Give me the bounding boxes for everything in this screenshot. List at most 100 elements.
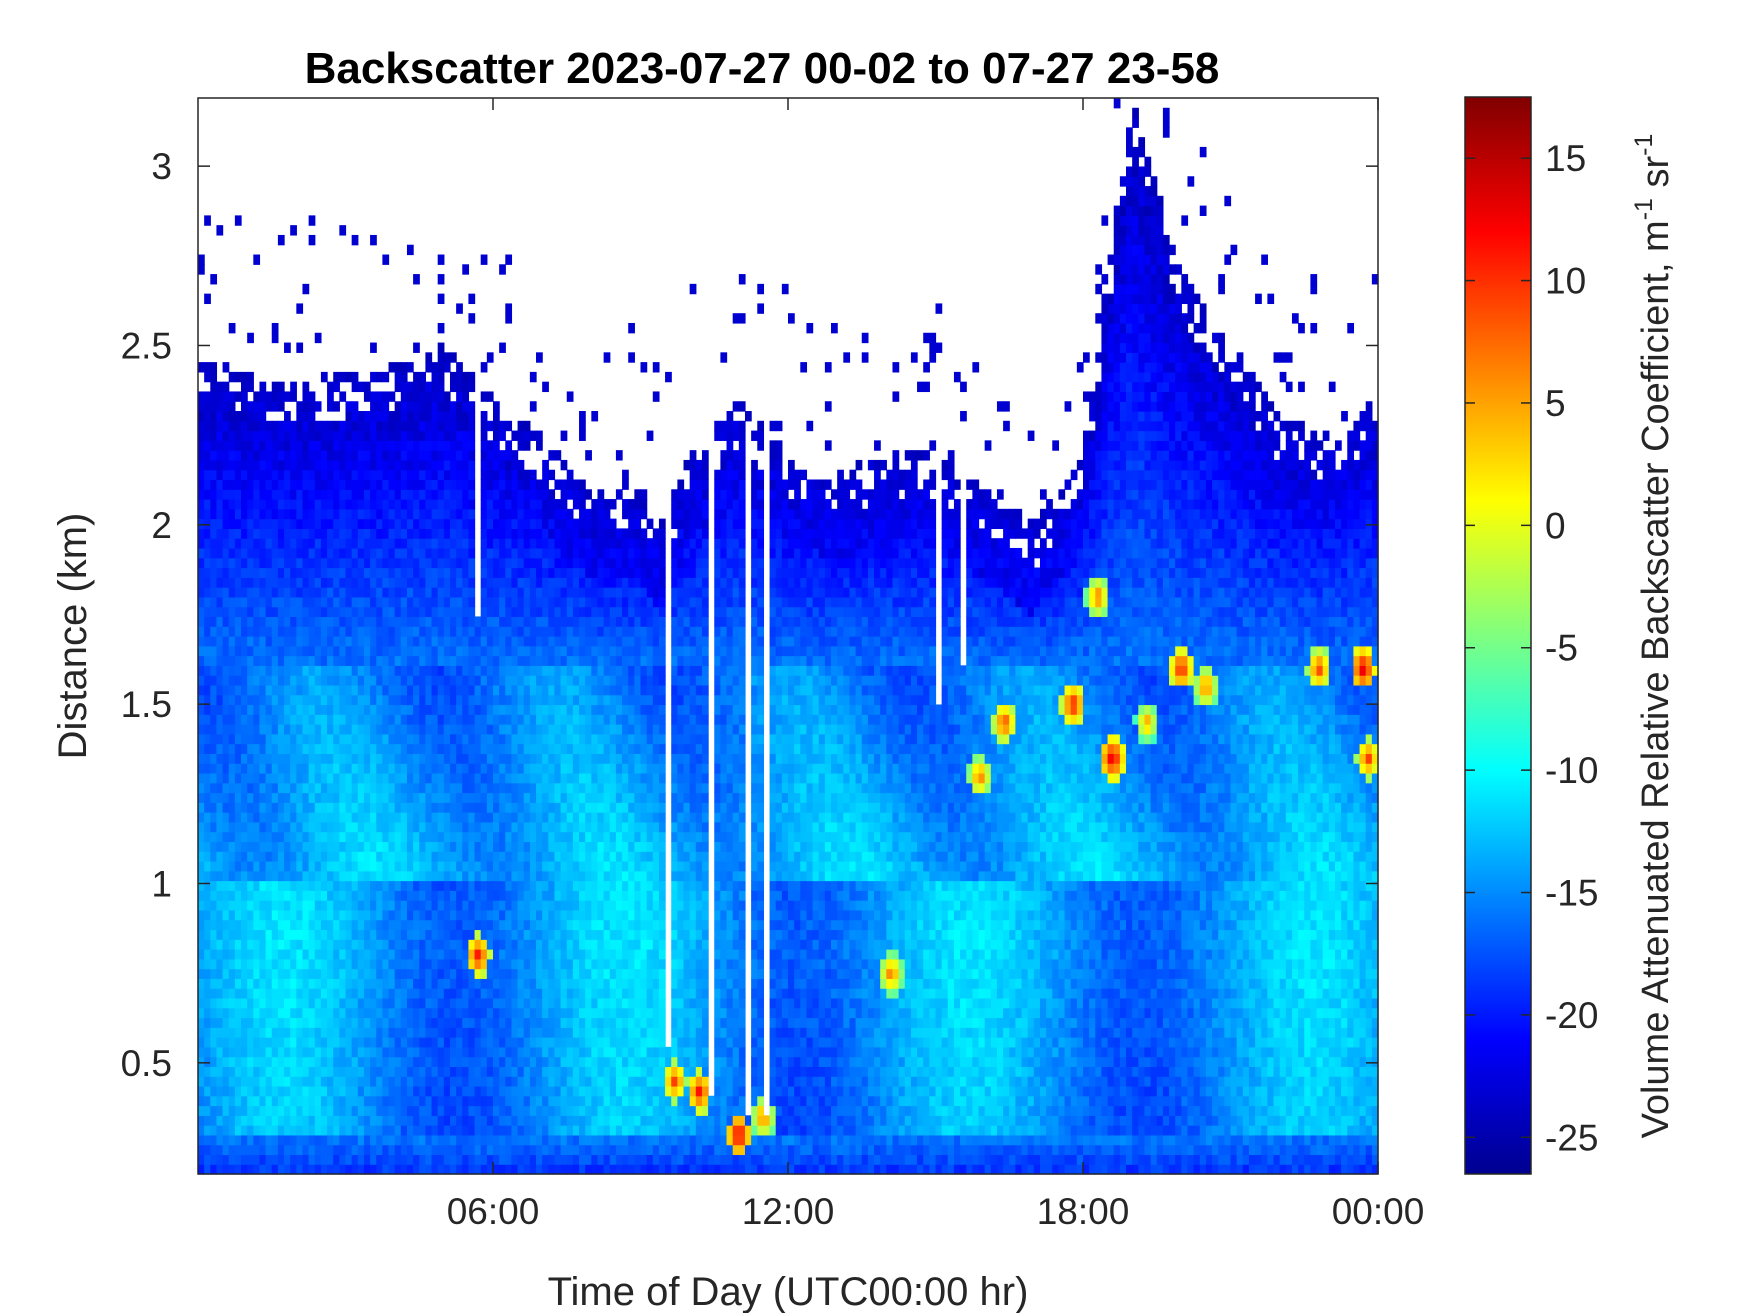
heatmap-cell	[542, 616, 549, 627]
heatmap-cell	[480, 479, 488, 490]
heatmap-cell	[284, 567, 291, 578]
heatmap-cell	[542, 851, 549, 862]
heatmap-cell	[493, 694, 500, 706]
heatmap-cell	[474, 782, 482, 794]
heatmap-cell	[419, 821, 426, 833]
heatmap-cell	[413, 1007, 420, 1019]
heatmap-cell	[560, 538, 568, 549]
heatmap-cell	[376, 870, 383, 882]
heatmap-cell	[198, 1056, 205, 1067]
heatmap-cell	[345, 978, 353, 989]
heatmap-cell	[357, 763, 365, 774]
heatmap-cell	[480, 547, 488, 559]
heatmap-cell	[388, 1056, 396, 1067]
heatmap-cell	[548, 1027, 556, 1038]
heatmap-cell	[443, 489, 451, 500]
heatmap-cell	[419, 636, 426, 647]
heatmap-cell	[542, 997, 549, 1009]
heatmap-cell	[437, 831, 445, 843]
heatmap-cell	[486, 450, 494, 461]
heatmap-cell	[474, 753, 482, 764]
heatmap-cell	[296, 704, 304, 715]
heatmap-cell	[529, 1105, 537, 1116]
heatmap-cell	[413, 1095, 420, 1107]
heatmap-cell	[198, 362, 205, 373]
heatmap-cell	[419, 997, 426, 1009]
heatmap-cell	[394, 841, 402, 852]
heatmap-cell	[308, 616, 316, 627]
heatmap-cell	[560, 606, 568, 618]
heatmap-cell	[382, 772, 390, 784]
heatmap-cell	[536, 802, 543, 813]
heatmap-cell	[222, 997, 230, 1009]
heatmap-cell	[394, 538, 402, 549]
heatmap-cell	[351, 978, 359, 989]
heatmap-cell	[370, 1085, 377, 1097]
heatmap-cell	[382, 1066, 390, 1077]
heatmap-cell	[271, 538, 279, 549]
heatmap-cell	[234, 724, 242, 735]
heatmap-cell	[345, 997, 353, 1009]
heatmap-cell	[284, 890, 291, 901]
heatmap-cell	[579, 704, 586, 715]
heatmap-cell	[357, 1134, 365, 1146]
heatmap-cell	[370, 714, 377, 725]
heatmap-cell	[468, 724, 476, 735]
heatmap-cell	[449, 1085, 457, 1097]
heatmap-cell	[388, 949, 396, 960]
heatmap-cell	[308, 753, 316, 764]
heatmap-cell	[443, 733, 451, 745]
heatmap-cell	[517, 1154, 525, 1165]
heatmap-cell	[339, 909, 347, 921]
heatmap-cell	[363, 792, 371, 803]
heatmap-cell	[198, 1164, 205, 1175]
heatmap-cell	[222, 675, 230, 686]
heatmap-cell	[566, 1007, 574, 1019]
heatmap-cell	[296, 508, 304, 520]
heatmap-cell	[277, 557, 285, 569]
heatmap-cell	[241, 1017, 248, 1028]
heatmap-cell	[572, 753, 580, 764]
heatmap-cell	[241, 1095, 248, 1107]
heatmap-cell	[284, 1105, 291, 1116]
heatmap-cell	[370, 1154, 377, 1165]
heatmap-cell	[511, 1095, 519, 1107]
heatmap-cell	[363, 538, 371, 549]
heatmap-cell	[247, 939, 254, 950]
heatmap-cell	[400, 616, 408, 627]
heatmap-cell	[437, 362, 445, 373]
heatmap-cell	[505, 684, 513, 696]
heatmap-cell	[198, 479, 205, 490]
heatmap-cell	[517, 900, 525, 911]
heatmap-cell	[222, 411, 230, 422]
heatmap-cell	[499, 508, 506, 520]
heatmap-cell	[529, 1017, 537, 1028]
heatmap-cell	[388, 616, 396, 627]
heatmap-cell	[579, 1027, 586, 1038]
heatmap-cell	[394, 919, 402, 931]
heatmap-cell	[259, 469, 267, 481]
heatmap-cell	[493, 645, 500, 657]
heatmap-cell	[449, 479, 457, 490]
heatmap-cell	[370, 528, 377, 539]
heatmap-cell	[290, 1066, 297, 1077]
heatmap-cell	[542, 1037, 549, 1048]
heatmap-cell	[253, 851, 261, 862]
heatmap-cell	[333, 508, 340, 520]
heatmap-cell	[493, 1046, 500, 1058]
heatmap-cell	[449, 489, 457, 500]
heatmap-cell	[290, 557, 297, 569]
heatmap-cell	[480, 1066, 488, 1077]
heatmap-cell	[499, 841, 506, 852]
heatmap-cell	[449, 724, 457, 735]
heatmap-cell	[314, 479, 322, 490]
heatmap-cell	[198, 606, 205, 618]
heatmap-cell	[376, 1115, 383, 1126]
heatmap-cell	[449, 1076, 457, 1087]
heatmap-cell	[228, 919, 236, 931]
heatmap-cell	[363, 890, 371, 901]
heatmap-cell	[542, 890, 549, 901]
heatmap-cell	[333, 909, 340, 921]
heatmap-cell	[425, 1144, 433, 1156]
heatmap-cell	[493, 812, 500, 823]
